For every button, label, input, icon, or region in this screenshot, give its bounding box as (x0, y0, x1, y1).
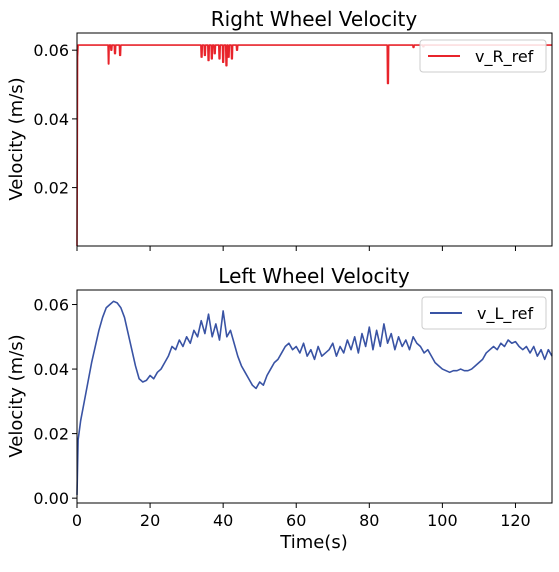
left-chart-axes-frame (76, 289, 553, 504)
left-chart-title: Left Wheel Velocity (218, 264, 410, 288)
left-chart-series (76, 300, 553, 495)
left-chart-legend: v_L_ref (421, 296, 547, 330)
left-chart-ytick-label: 0.00 (33, 489, 69, 508)
left-chart-xtick-label: 60 (286, 511, 306, 530)
right-legend-label: v_R_ref (475, 47, 534, 67)
right-legend-box (419, 39, 547, 73)
left-wheel-chart: Left Wheel Velocity Velocity (m/s) Time(… (6, 264, 553, 553)
left-chart-xtick-label: 40 (213, 511, 233, 530)
right-chart-axes-frame (76, 32, 553, 247)
left-chart-ytick-label: 0.02 (33, 425, 69, 444)
left-chart-ytick-label: 0.04 (33, 360, 69, 379)
right-wheel-chart: Right Wheel Velocity Velocity (m/s) 0.02… (6, 7, 553, 251)
left-chart-series-line (76, 300, 553, 495)
left-chart-ytick-label: 0.06 (33, 296, 69, 315)
left-chart-xlabel: Time(s) (279, 532, 347, 553)
left-chart-xtick-label: 20 (140, 511, 160, 530)
right-chart-ytick-label: 0.06 (33, 41, 69, 60)
left-chart-xtick-label: 100 (427, 511, 458, 530)
right-chart-ytick-label: 0.04 (33, 110, 69, 129)
right-chart-legend: v_R_ref (419, 39, 547, 73)
right-chart-ytick-label: 0.02 (33, 179, 69, 198)
left-chart-xtick-label: 120 (500, 511, 531, 530)
right-chart-ticks: 0.02 0.04 0.06 (33, 41, 516, 251)
right-chart-series (76, 44, 552, 247)
right-chart-series-line (76, 44, 552, 247)
left-chart-xtick-label: 0 (72, 511, 82, 530)
right-chart-title: Right Wheel Velocity (211, 7, 418, 31)
left-chart-ylabel: Velocity (m/s) (6, 334, 27, 457)
left-legend-box (421, 296, 547, 330)
right-chart-ylabel: Velocity (m/s) (6, 77, 27, 200)
left-chart-ticks: 0 20 40 60 80 100 120 0.00 0.02 0.04 0.06 (33, 296, 530, 530)
left-legend-label: v_L_ref (477, 304, 533, 324)
left-chart-xtick-label: 80 (359, 511, 379, 530)
